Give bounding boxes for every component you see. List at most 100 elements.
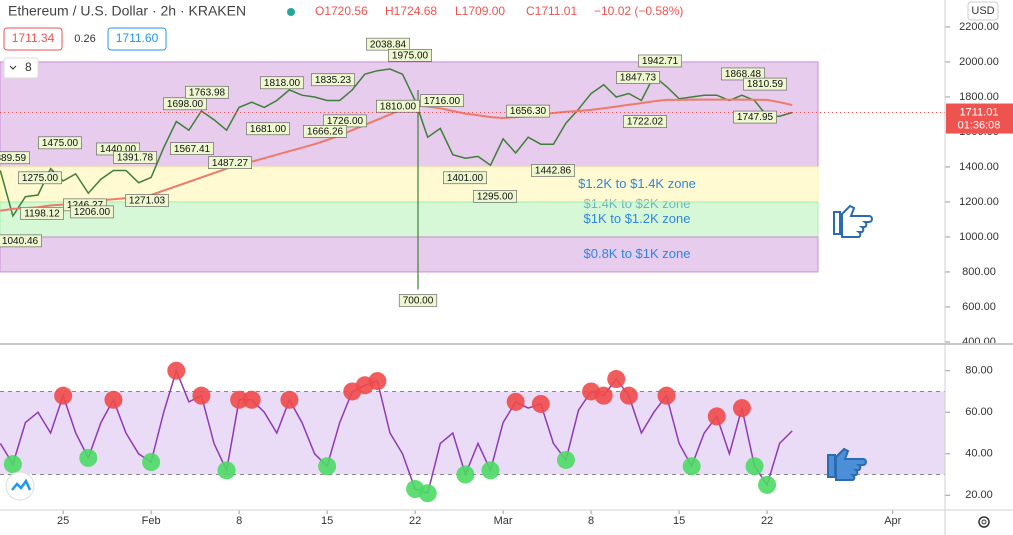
price-note-box [443, 171, 487, 185]
price-note: 1246.27 [67, 200, 104, 211]
currency-box[interactable] [967, 1, 999, 21]
price-note-box [531, 164, 575, 177]
overbought-marker [242, 390, 261, 409]
y-tick-label: 60.00 [965, 406, 993, 418]
y-tick-label: 2200.00 [959, 21, 999, 33]
price-note-box [473, 190, 517, 203]
overbought-marker [368, 372, 387, 391]
status-dot [287, 8, 295, 16]
price-note-box [743, 77, 787, 91]
overbought-marker [167, 361, 186, 380]
settings-icon[interactable] [978, 516, 990, 528]
y-tick-label: 1400.00 [959, 161, 999, 173]
price-note-box [420, 94, 464, 107]
logo [5, 471, 35, 501]
price-note-box [0, 234, 42, 248]
ohlc-close: C1711.01 [526, 4, 577, 18]
header-bg [0, 0, 660, 24]
price-note: 1666.26 [307, 126, 344, 137]
price-note: 1656.30 [510, 106, 547, 117]
price-note-box [38, 136, 82, 150]
price-note-box [18, 171, 62, 185]
x-tick-label: 25 [57, 515, 69, 527]
last-price-label: 1711.01 [960, 106, 999, 118]
price-note: 1747.95 [737, 112, 774, 123]
x-tick-label: Feb [142, 515, 161, 527]
price-note: 1975.00 [392, 50, 429, 61]
price-note: 1040.46 [2, 236, 39, 247]
y-tick-label: 1200.00 [959, 196, 999, 208]
overbought-marker [230, 390, 249, 409]
oversold-marker [3, 455, 22, 474]
oversold-marker [318, 457, 337, 476]
rsi-band [0, 391, 945, 475]
price-note-box [376, 99, 420, 113]
indicator-toggle[interactable] [3, 57, 39, 79]
last-price-tag [946, 103, 1013, 134]
hand-icon [827, 447, 867, 481]
zone-label: $0.8K to $1K zone [584, 246, 691, 261]
price-note-box [70, 205, 114, 219]
oversold-marker [142, 453, 161, 472]
bid-box[interactable] [3, 27, 63, 51]
overbought-marker [531, 394, 550, 413]
price-note-box [388, 49, 432, 62]
y-tick-label: 400.00 [962, 336, 996, 348]
oversold-marker [745, 457, 764, 476]
price-note: 1487.27 [212, 158, 249, 169]
price-note: 1391.78 [117, 153, 154, 164]
series-line [0, 68, 793, 218]
price-note: 1567.41 [174, 144, 211, 155]
ohlc-open: O1720.56 [315, 4, 368, 18]
x-tick-label: 8 [236, 515, 242, 527]
price-note: 1440.00 [100, 144, 137, 155]
price-note: 1442.86 [535, 166, 572, 177]
spread: 0.26 [74, 33, 95, 45]
price-note-box [721, 67, 765, 81]
x-tick-label: Apr [884, 515, 901, 527]
price-note: 1818.00 [264, 78, 301, 89]
countdown: 01:36:08 [958, 119, 1001, 131]
ask-price: 1711.60 [116, 31, 159, 45]
y-tick-label: 1000.00 [959, 231, 999, 243]
overbought-marker [707, 407, 726, 426]
overbought-marker [732, 399, 751, 418]
overbought-marker [607, 370, 626, 389]
x-tick-label: 22 [761, 515, 773, 527]
price-panel: $1.4K to $2K zone $1.2K to $1.4K zone $1K … [0, 37, 945, 307]
price-note-box [246, 122, 290, 136]
price-note-box [366, 37, 410, 51]
price-note: 2038.84 [370, 39, 407, 50]
oversold-marker [418, 484, 437, 503]
price-note: 1763.98 [189, 87, 226, 98]
x-tick-label: 15 [673, 515, 685, 527]
x-tick-label: 8 [588, 515, 594, 527]
price-note: 1198.12 [24, 208, 60, 219]
y-tick-label: 600.00 [962, 301, 996, 313]
ohlc-low: L1709.00 [455, 4, 505, 18]
y-tick-label: 1800.00 [959, 91, 999, 103]
price-note: 1722.02 [627, 117, 664, 128]
price-note-box [638, 54, 682, 68]
overbought-marker [104, 390, 123, 409]
currency: USD [971, 5, 994, 17]
price-note: 1810.00 [380, 101, 417, 112]
y-tick-label: 2000.00 [959, 56, 999, 68]
price-note-box [208, 156, 252, 169]
ohlc-high: H1724.68 [385, 4, 437, 18]
axes: 400.00 600.00 800.00 1000.00 1200.00 1400.00 1… [57, 21, 1013, 527]
price-note-box [733, 110, 777, 124]
price-note: 1271.03 [129, 196, 166, 207]
oversold-marker [481, 461, 500, 480]
price-note-box [506, 104, 550, 118]
oversold-marker [79, 448, 98, 467]
price-note: 1726.00 [327, 116, 364, 127]
x-tick-label: 22 [409, 515, 421, 527]
ask-box[interactable] [107, 27, 167, 51]
overbought-marker [657, 386, 676, 405]
overbought-marker [280, 390, 299, 409]
price-note: 1681.00 [250, 124, 287, 135]
hand-icon [833, 204, 873, 238]
